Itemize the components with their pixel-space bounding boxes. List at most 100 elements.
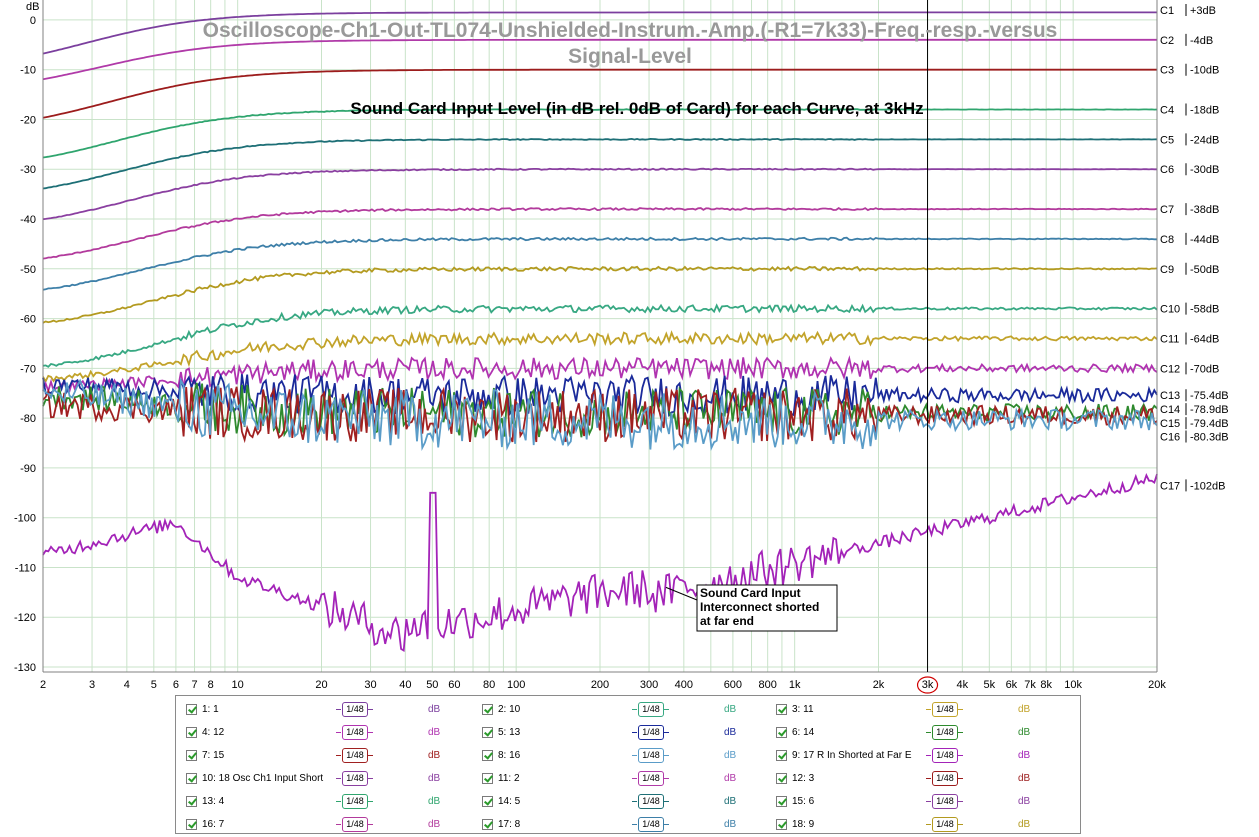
- smoothing-button[interactable]: 1/48: [932, 794, 958, 809]
- legend-line-swatch: [926, 709, 931, 710]
- legend-checkbox[interactable]: [776, 727, 787, 738]
- y-tick-label: -110: [15, 562, 36, 574]
- smoothing-button[interactable]: 1/48: [932, 725, 958, 740]
- smoothing-button[interactable]: 1/48: [342, 748, 368, 763]
- smoothing-button[interactable]: 1/48: [638, 817, 664, 832]
- series-name-label: C3: [1160, 65, 1174, 77]
- y-tick-label: -10: [20, 65, 36, 77]
- legend-entry[interactable]: 6: 14 1/48 dB: [774, 724, 1064, 744]
- legend-entry[interactable]: 18: 9 1/48 dB: [774, 816, 1064, 836]
- x-tick-label: 50: [426, 679, 438, 691]
- smoothing-button[interactable]: 1/48: [342, 702, 368, 717]
- x-tick-label: 8k: [1040, 679, 1052, 691]
- legend-line-swatch: [664, 709, 669, 710]
- smoothing-button[interactable]: 1/48: [638, 702, 664, 717]
- legend-checkbox[interactable]: [482, 796, 493, 807]
- legend-entry[interactable]: 15: 6 1/48 dB: [774, 793, 1064, 813]
- x-tick-label: 3k: [922, 679, 934, 691]
- legend-entry[interactable]: 8: 16 1/48 dB: [480, 747, 770, 767]
- smoothing-button[interactable]: 1/48: [932, 748, 958, 763]
- cursor-marker: [916, 676, 939, 694]
- series-name-label: C14: [1160, 404, 1180, 416]
- legend-unit: dB: [1018, 796, 1031, 807]
- legend-checkbox[interactable]: [776, 750, 787, 761]
- x-tick-label: 600: [724, 679, 742, 691]
- legend-checkbox[interactable]: [186, 773, 197, 784]
- x-tick-label: 400: [675, 679, 693, 691]
- x-tick-label: 5k: [984, 679, 996, 691]
- legend-label: 14: 5: [498, 796, 521, 807]
- legend-line-swatch: [368, 732, 373, 733]
- legend-line-swatch: [958, 755, 963, 756]
- legend-label: 5: 13: [498, 727, 521, 738]
- legend-entry[interactable]: 2: 10 1/48 dB: [480, 701, 770, 721]
- smoothing-button[interactable]: 1/48: [342, 817, 368, 832]
- annotation-box: [696, 584, 838, 632]
- series-level-label: -38dB: [1190, 204, 1219, 216]
- legend-checkbox[interactable]: [482, 704, 493, 715]
- legend-checkbox[interactable]: [186, 819, 197, 830]
- legend-checkbox[interactable]: [776, 819, 787, 830]
- series-line-c16: [42, 377, 1158, 451]
- legend-entry[interactable]: 14: 5 1/48 dB: [480, 793, 770, 813]
- smoothing-button[interactable]: 1/48: [638, 725, 664, 740]
- smoothing-button[interactable]: 1/48: [932, 702, 958, 717]
- series-name-label: C5: [1160, 134, 1174, 146]
- legend-line-swatch: [958, 824, 963, 825]
- smoothing-button[interactable]: 1/48: [638, 771, 664, 786]
- legend-checkbox[interactable]: [776, 773, 787, 784]
- legend-entry[interactable]: 3: 11 1/48 dB: [774, 701, 1064, 721]
- legend-entry[interactable]: 1: 1 1/48 dB: [184, 701, 474, 721]
- legend-label: 2: 10: [498, 704, 521, 715]
- legend-checkbox[interactable]: [776, 796, 787, 807]
- smoothing-button[interactable]: 1/48: [932, 817, 958, 832]
- legend-unit: dB: [428, 773, 441, 784]
- legend-line-swatch: [336, 755, 341, 756]
- x-tick-label: 40: [399, 679, 411, 691]
- smoothing-button[interactable]: 1/48: [932, 771, 958, 786]
- chart-title-line2: Signal-Level: [568, 45, 692, 68]
- smoothing-button[interactable]: 1/48: [342, 771, 368, 786]
- legend-checkbox[interactable]: [186, 727, 197, 738]
- legend-entry[interactable]: 5: 13 1/48 dB: [480, 724, 770, 744]
- legend-label: 3: 11: [792, 704, 814, 715]
- series-line-c5: [42, 137, 1158, 190]
- smoothing-button[interactable]: 1/48: [342, 794, 368, 809]
- series-name-label: C10: [1160, 304, 1180, 316]
- legend-checkbox[interactable]: [186, 750, 197, 761]
- smoothing-button[interactable]: 1/48: [342, 725, 368, 740]
- series-level-label: -75.4dB: [1190, 390, 1229, 402]
- legend-checkbox[interactable]: [482, 750, 493, 761]
- series-line-c10: [42, 303, 1158, 368]
- series-group: [42, 11, 1158, 653]
- legend-entry[interactable]: 10: 18 Osc Ch1 Input Short 1/48 dB: [184, 770, 474, 790]
- legend-checkbox[interactable]: [186, 796, 197, 807]
- legend-checkbox[interactable]: [482, 773, 493, 784]
- legend-entry[interactable]: 11: 2 1/48 dB: [480, 770, 770, 790]
- legend-entry[interactable]: 7: 15 1/48 dB: [184, 747, 474, 767]
- series-line-c3: [42, 68, 1157, 119]
- series-line-c11: [42, 330, 1158, 384]
- legend-checkbox[interactable]: [482, 819, 493, 830]
- legend-label: 15: 6: [792, 796, 815, 807]
- legend-entry[interactable]: 12: 3 1/48 dB: [774, 770, 1064, 790]
- legend-entry[interactable]: 17: 8 1/48 dB: [480, 816, 770, 836]
- legend-unit: dB: [724, 727, 737, 738]
- series-line-c1: [42, 11, 1157, 55]
- legend-checkbox[interactable]: [186, 704, 197, 715]
- legend-checkbox[interactable]: [776, 704, 787, 715]
- smoothing-button[interactable]: 1/48: [638, 748, 664, 763]
- y-tick-label: -130: [14, 662, 36, 674]
- legend-label: 17: 8: [498, 819, 521, 830]
- legend-entry[interactable]: 9: 17 R In Shorted at Far E 1/48 dB: [774, 747, 1064, 767]
- legend-checkbox[interactable]: [482, 727, 493, 738]
- legend-entry[interactable]: 16: 7 1/48 dB: [184, 816, 474, 836]
- x-tick-label: 2: [40, 679, 46, 691]
- series-name-label: C1: [1160, 5, 1174, 17]
- legend-entry[interactable]: 13: 4 1/48 dB: [184, 793, 474, 813]
- smoothing-button[interactable]: 1/48: [638, 794, 664, 809]
- legend-line-swatch: [336, 801, 341, 802]
- legend-entry[interactable]: 4: 12 1/48 dB: [184, 724, 474, 744]
- legend-unit: dB: [724, 773, 737, 784]
